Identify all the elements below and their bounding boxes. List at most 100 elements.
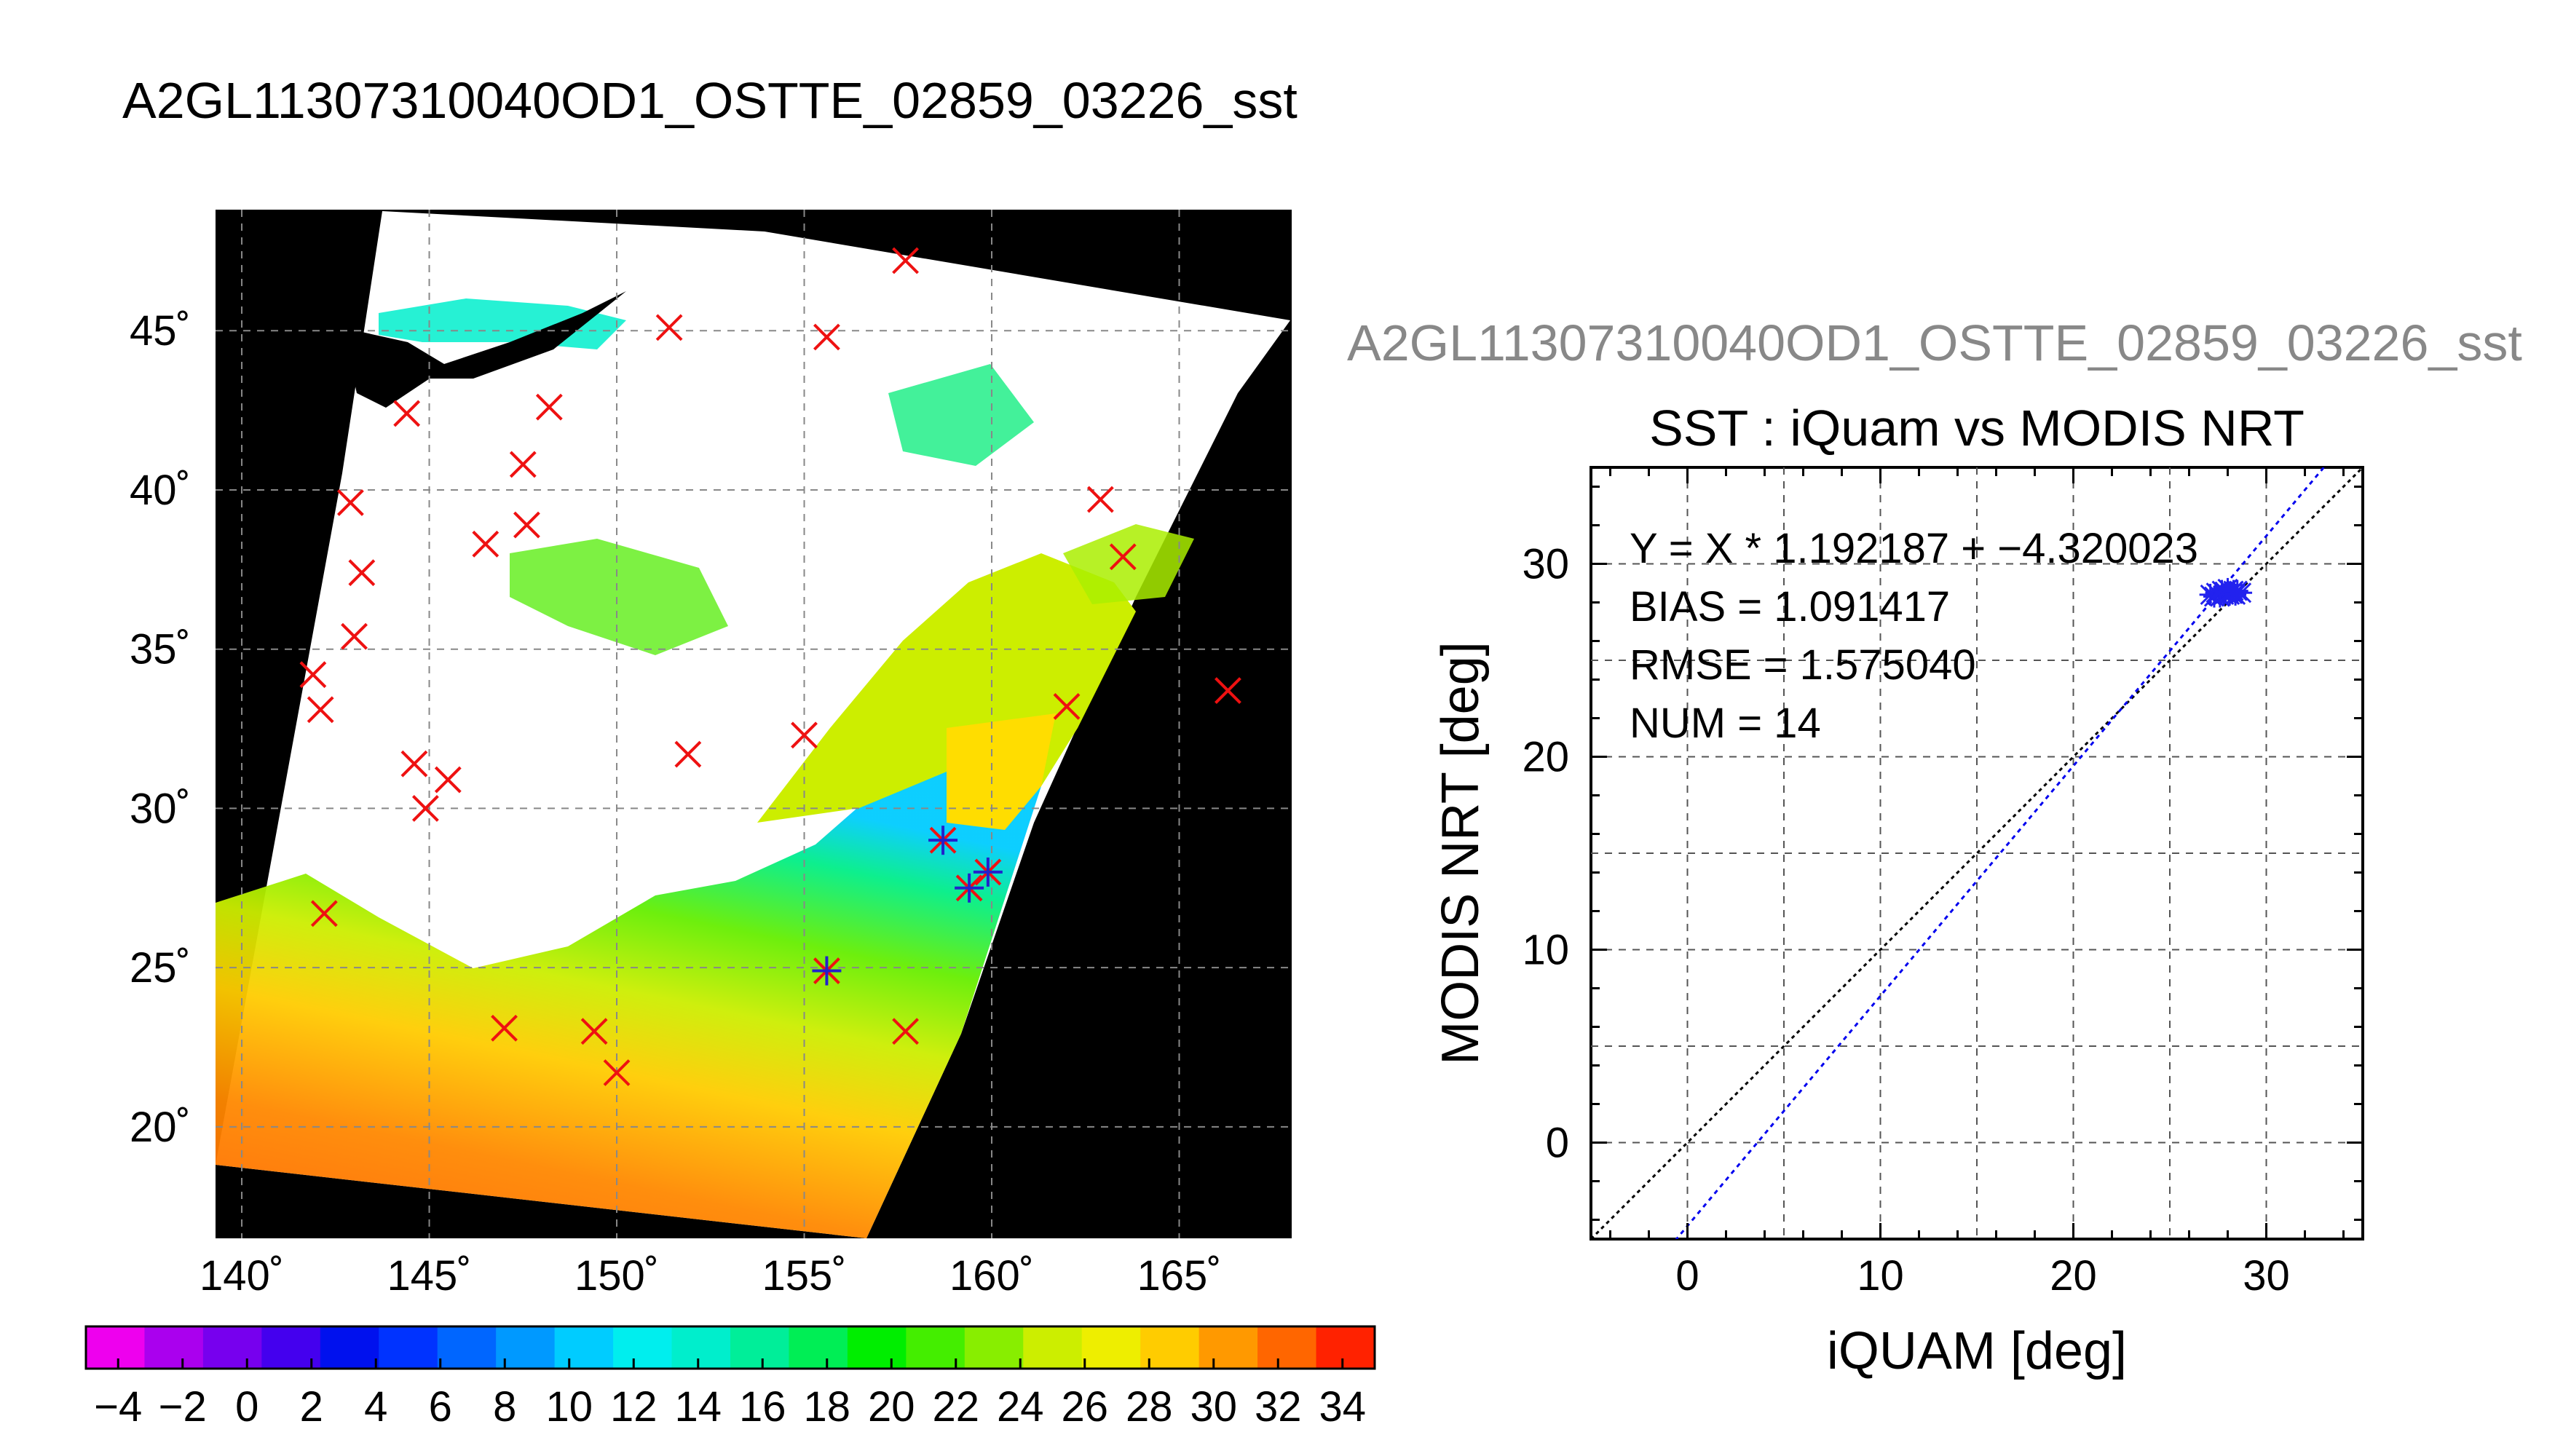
sst-field-mid2 (947, 713, 1056, 830)
map-lat-tick-label: 35˚ (130, 626, 191, 673)
buoy-x-marker (535, 393, 563, 421)
sst-field-warm (216, 743, 1041, 1238)
map-lon-tick-label: 160˚ (949, 1252, 1034, 1299)
scatter-plot: 0 10 20 30 0 10 20 30 Y = X * 1.192187 + −4.320… (1431, 466, 2364, 1380)
scatter-x-tick-label: 20 (2050, 1252, 2097, 1299)
matchup-star-marker (928, 826, 958, 855)
colorbar-tick-label: 4 (364, 1383, 387, 1431)
colorbar: −4 −2 0 2 4 6 8 10 12 14 16 18 20 22 24 26 28 30 32 34 (84, 1325, 1376, 1431)
colorbar-tick-label: −2 (159, 1383, 207, 1431)
matchup-star-marker (812, 956, 842, 986)
sst-field-green (510, 539, 728, 655)
colorbar-swatch (730, 1326, 789, 1369)
scatter-y-tick-label: 20 (1522, 734, 1569, 781)
colorbar-tick-label: 34 (1319, 1383, 1366, 1431)
map-lon-tick-label: 155˚ (762, 1252, 846, 1299)
colorbar-tick-label: 18 (803, 1383, 850, 1431)
colorbar-tick-label: 16 (739, 1383, 786, 1431)
colorbar-swatch (86, 1326, 145, 1369)
scatter-title: SST : iQuam vs MODIS NRT (1649, 400, 2305, 456)
buoy-x-marker (1086, 486, 1114, 513)
buoy-x-marker (1053, 693, 1081, 720)
scatter-point (2226, 579, 2248, 602)
clipped-title: A2GL11307310040OD1_OSTTE_02859_03226_sst (1347, 314, 2522, 371)
colorbar-tick-label: 6 (429, 1383, 452, 1431)
scatter-x-tick-label: 0 (1675, 1252, 1699, 1299)
map-lat-tick-label: 40˚ (130, 467, 191, 514)
map-markers (299, 247, 1241, 1086)
buoy-x-marker (603, 1059, 631, 1086)
colorbar-tick-label: 28 (1126, 1383, 1173, 1431)
matchup-star-marker (973, 857, 1003, 887)
colorbar-tick-label: 14 (674, 1383, 722, 1431)
buoy-x-marker (310, 900, 338, 927)
colorbar-tick-label: 8 (493, 1383, 516, 1431)
scatter-axis-ticks: 0 10 20 30 0 10 20 30 (1522, 467, 2363, 1299)
matchup-star-marker (955, 873, 984, 903)
colorbar-tick-label: −4 (94, 1383, 142, 1431)
colorbar-swatch (847, 1326, 907, 1369)
colorbar-swatch (789, 1326, 848, 1369)
buoy-x-marker (892, 1018, 919, 1045)
map-lat-tick-label: 20˚ (130, 1104, 191, 1151)
sst-field-green2 (888, 364, 1034, 466)
buoy-x-marker (393, 400, 421, 427)
map-plot: 140˚ 145˚ 150˚ 155˚ 160˚ 165˚ 20˚ 25˚ 30˚ 35˚ 40˚ 4… (130, 210, 1292, 1299)
colorbar-swatch (1023, 1326, 1083, 1369)
colorbar-swatch (671, 1326, 731, 1369)
colorbar-tick-label: 2 (300, 1383, 323, 1431)
buoy-x-marker (434, 766, 462, 794)
colorbar-tick-label: 10 (545, 1383, 593, 1431)
colorbar-tick-label: 20 (868, 1383, 915, 1431)
buoy-x-marker (400, 750, 428, 778)
colorbar-swatch (1081, 1326, 1141, 1369)
scatter-x-tick-label: 10 (1857, 1252, 1904, 1299)
buoy-x-marker (513, 511, 540, 539)
buoy-x-marker (813, 323, 840, 351)
colorbar-swatch (379, 1326, 438, 1369)
stats-rmse: RMSE = 1.575040 (1630, 641, 1976, 689)
scatter-x-tick-label: 30 (2243, 1252, 2290, 1299)
stats-block: Y = X * 1.192187 + −4.320023 BIAS = 1.09… (1630, 525, 2198, 747)
scatter-grid (1591, 467, 2363, 1239)
buoy-x-marker (791, 721, 818, 749)
scatter-xlabel: iQUAM [deg] (1827, 1322, 2127, 1380)
colorbar-frame (84, 1325, 1376, 1370)
colorbar-swatch (202, 1326, 262, 1369)
buoy-x-marker (341, 622, 368, 650)
buoy-x-marker (348, 559, 376, 587)
land-hokkaido (342, 291, 626, 408)
buoy-x-marker (509, 451, 537, 478)
colorbar-tick-label: 32 (1255, 1383, 1302, 1431)
buoy-x-marker (1109, 543, 1137, 571)
stats-bias: BIAS = 1.091417 (1630, 583, 1950, 630)
scatter-y-tick-label: 0 (1546, 1120, 1569, 1167)
scatter-y-tick-label: 30 (1522, 541, 1569, 588)
map-lat-tick-label: 45˚ (130, 307, 191, 355)
colorbar-swatch (1257, 1326, 1317, 1369)
map-title: A2GL11307310040OD1_OSTTE_02859_03226_sst (122, 72, 1298, 129)
map-lon-tick-label: 140˚ (200, 1252, 284, 1299)
colorbar-tick-label: 30 (1190, 1383, 1237, 1431)
map-lon-tick-label: 165˚ (1137, 1252, 1221, 1299)
map-lon-tick-label: 150˚ (574, 1252, 659, 1299)
map-lat-tick-label: 25˚ (130, 944, 191, 992)
buoy-x-marker (491, 1014, 518, 1042)
colorbar-tick-label: 12 (610, 1383, 657, 1431)
colorbar-swatch (1316, 1326, 1375, 1369)
buoy-x-marker (336, 489, 364, 516)
stats-equation: Y = X * 1.192187 + −4.320023 (1630, 525, 2198, 572)
colorbar-tick-label: 22 (932, 1383, 979, 1431)
colorbar-swatch (320, 1326, 379, 1369)
colorbar-swatch (144, 1326, 204, 1369)
colorbar-tick-label: 24 (997, 1383, 1044, 1431)
colorbar-swatch (437, 1326, 497, 1369)
map-lon-tick-label: 145˚ (387, 1252, 471, 1299)
colorbar-swatch (613, 1326, 673, 1369)
stats-num: NUM = 14 (1630, 700, 1821, 747)
colorbar-tick-label: 26 (1061, 1383, 1108, 1431)
buoy-x-marker (580, 1018, 608, 1045)
buoy-x-marker (307, 696, 334, 724)
map-axis-ticks: 140˚ 145˚ 150˚ 155˚ 160˚ 165˚ 20˚ 25˚ 30˚ 35˚ 40˚ 4… (130, 307, 1222, 1299)
scatter-point (2230, 582, 2253, 604)
